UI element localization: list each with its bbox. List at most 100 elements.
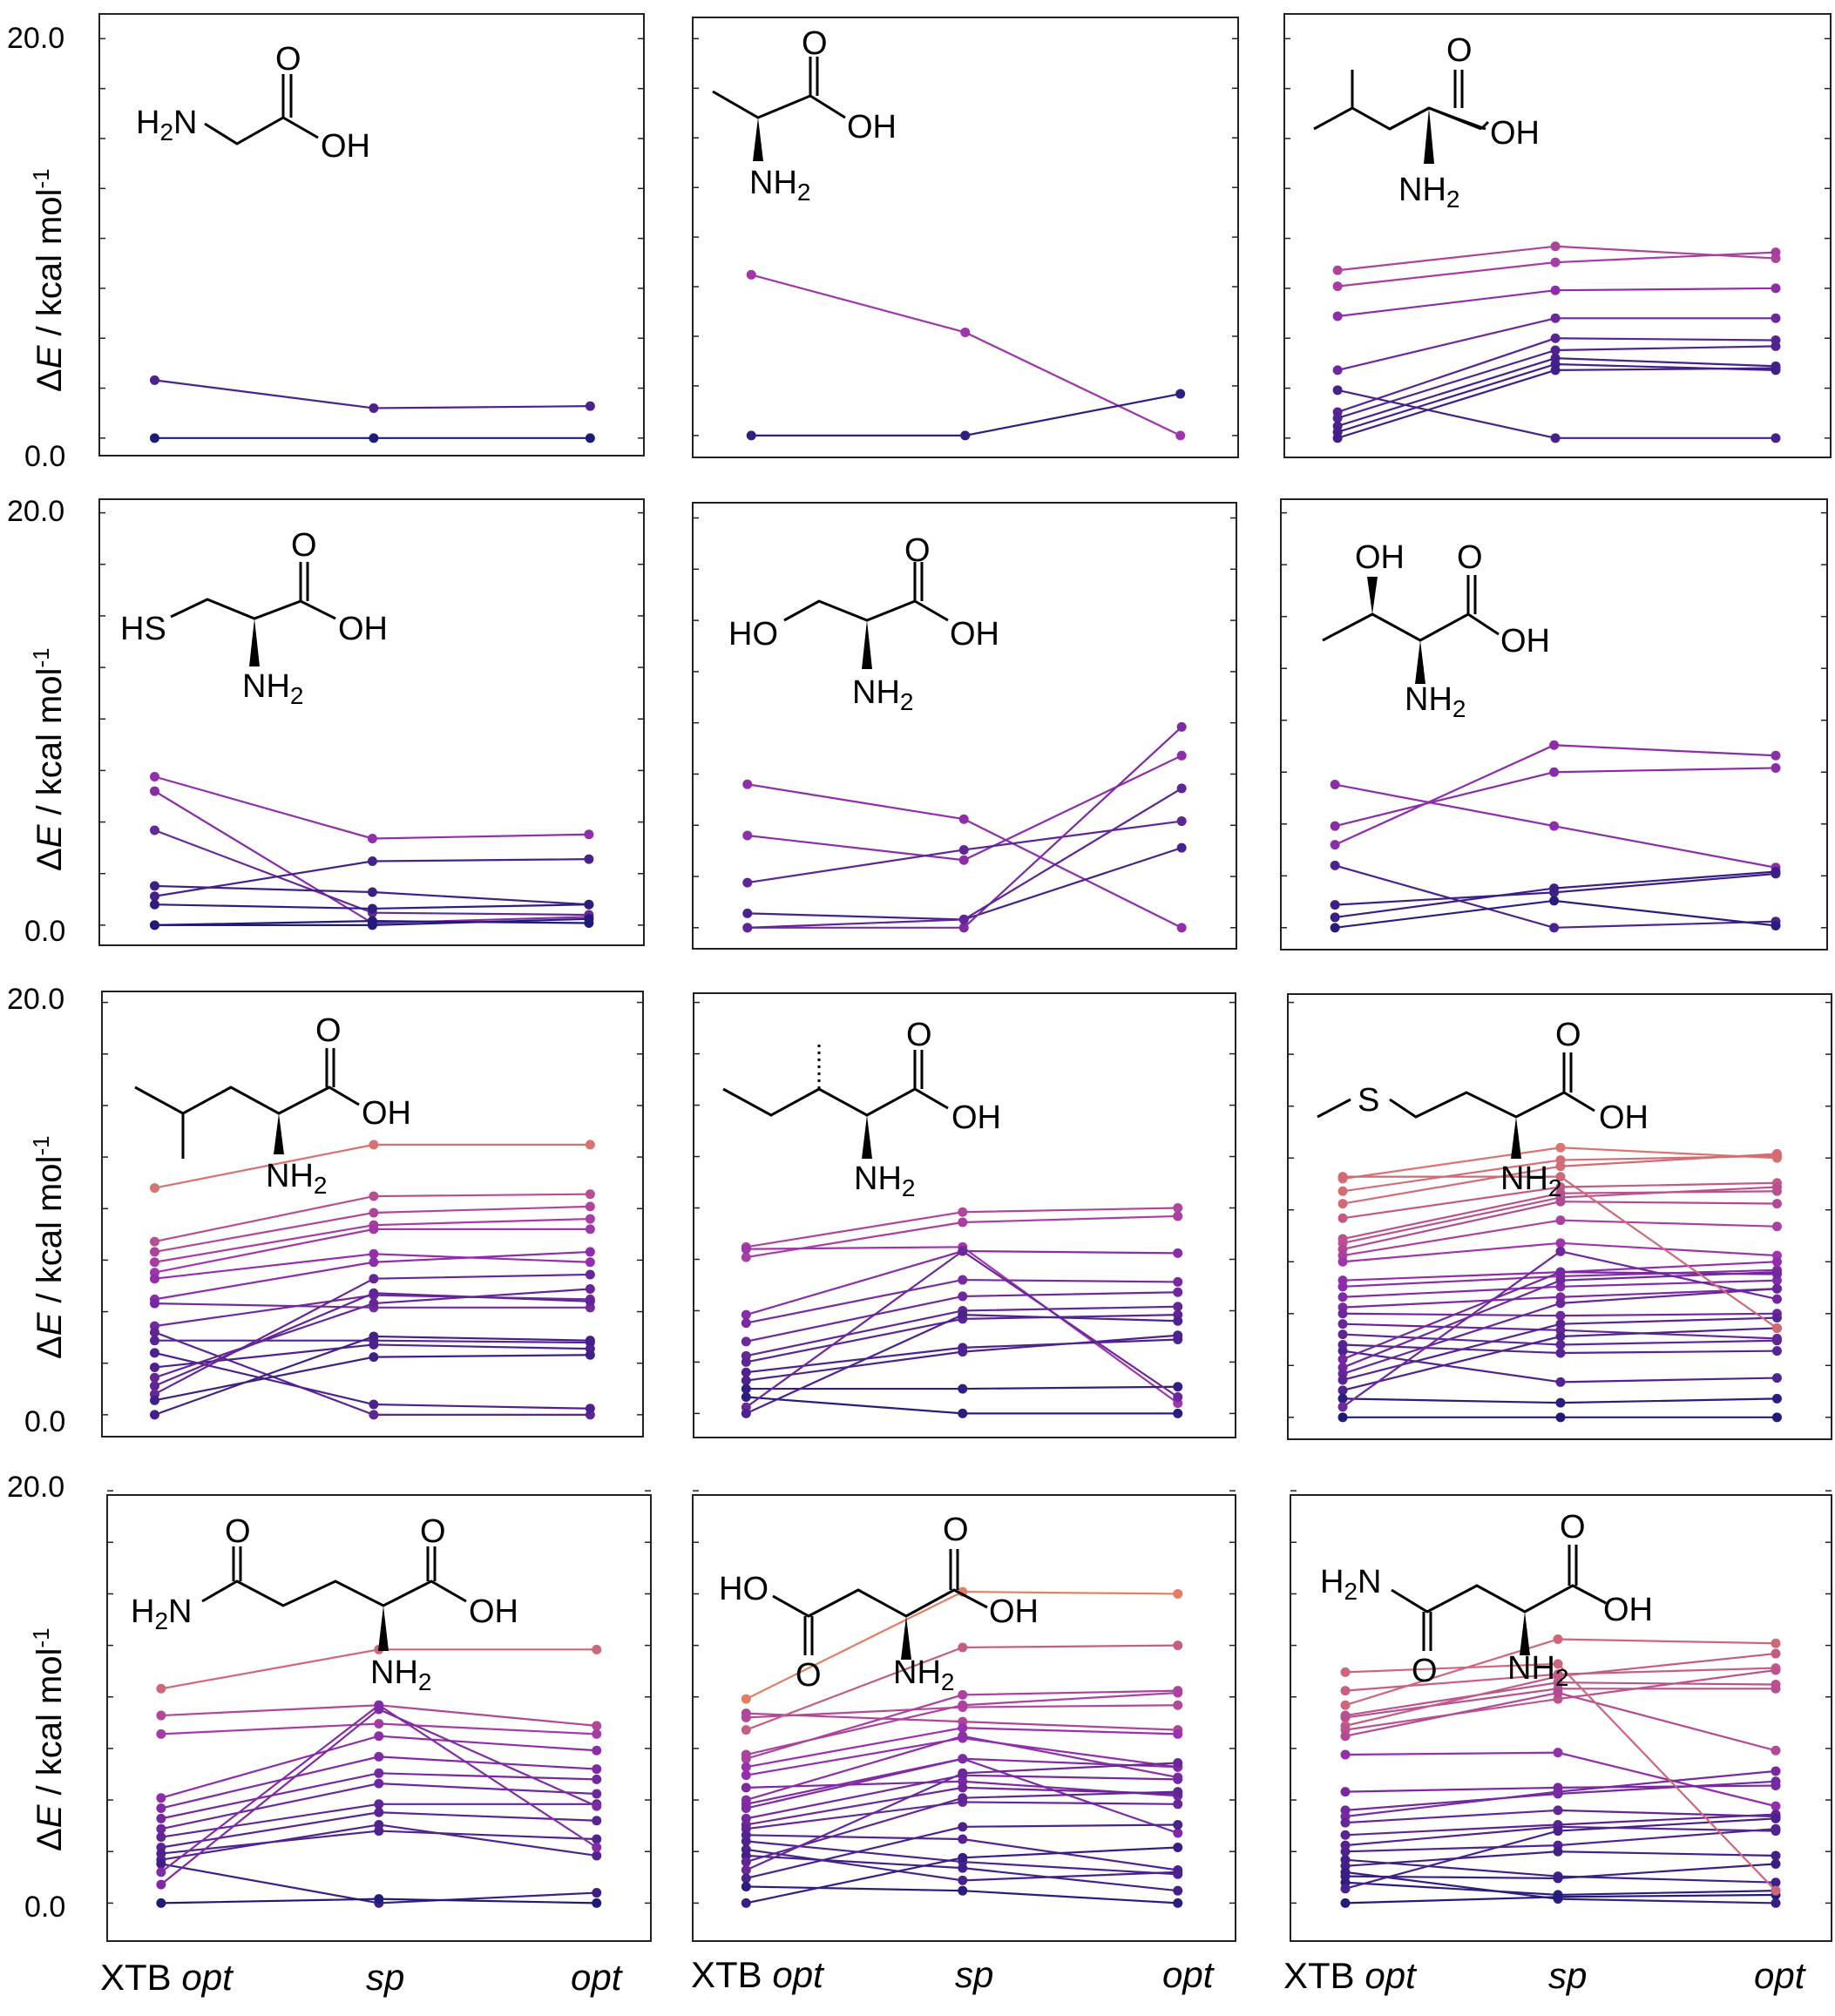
glutamine-data-point: [592, 1850, 602, 1861]
aspartic-acid-data-point: [958, 1852, 968, 1863]
asparagine-data-point: [1553, 1634, 1563, 1644]
glycine-data-point: [149, 375, 159, 385]
threonine-oh-top-label: OH: [1355, 539, 1405, 576]
aspartic-acid-data-point: [1173, 1799, 1183, 1810]
threonine-data-point: [1549, 896, 1560, 906]
leucine-data-point: [585, 1247, 595, 1257]
serine-data-point: [742, 877, 753, 888]
threonine-data-point: [1330, 900, 1340, 910]
alanine-data-point: [960, 327, 971, 337]
methionine-data-point: [1771, 1323, 1782, 1333]
y-axis-title-row3: ΔE / kcal mol-1: [28, 1135, 69, 1359]
leucine-data-point: [149, 1236, 159, 1247]
methionine-data-point: [1337, 1319, 1348, 1329]
glutamine-data-point: [156, 1858, 166, 1869]
alanine-data-point: [746, 430, 756, 441]
glutamine-oh-label: OH: [469, 1593, 518, 1630]
aspartic-acid-data-point: [741, 1754, 751, 1764]
leucine-data-point: [585, 1336, 595, 1346]
cysteine-data-point: [149, 825, 159, 835]
serine-data-point: [958, 855, 969, 865]
molecule-asparagine: H2N O NH2 OH O: [1320, 1509, 1653, 1691]
aspartic-acid-data-point: [958, 1689, 968, 1700]
leucine-data-point: [369, 1140, 379, 1150]
valine-data-point: [1771, 363, 1781, 374]
glutamine-data-point: [592, 1764, 602, 1775]
glutamine-data-point: [374, 1778, 384, 1789]
methionine-data-point: [1555, 1319, 1566, 1329]
molecule-valine: NH2 OH O: [1313, 32, 1540, 213]
cysteine-data-point: [584, 829, 594, 840]
glutamine-data-point: [156, 1793, 166, 1803]
methionine-data-point: [1771, 1346, 1782, 1356]
methionine-data-point: [1555, 1246, 1566, 1256]
panel-frame-glycine: [98, 13, 645, 457]
methionine-data-point: [1337, 1256, 1348, 1267]
glutamine-data-point: [374, 1719, 384, 1729]
methionine-data-point: [1337, 1393, 1348, 1404]
isoleucine-data-point: [1173, 1202, 1183, 1213]
aspartic-acid-data-point: [958, 1754, 968, 1764]
valine-data-point: [1332, 433, 1343, 443]
threonine-data-point: [1549, 740, 1560, 750]
asparagine-data-point: [1340, 1667, 1351, 1677]
isoleucine-data-point: [741, 1318, 751, 1329]
panel-frame-methionine: [1287, 993, 1832, 1440]
leucine-series-line: [154, 1143, 591, 1189]
valine-nh2-label: NH2: [1398, 172, 1459, 213]
asparagine-o-label: O: [1560, 1509, 1586, 1546]
asparagine-data-point: [1553, 1671, 1563, 1681]
asparagine-data-point: [1340, 1846, 1351, 1857]
methionine-nh2-label: NH2: [1500, 1160, 1561, 1201]
glycine-o-label: O: [275, 41, 301, 78]
asparagine-data-point: [1771, 1776, 1781, 1787]
methionine-data-point: [1771, 1256, 1782, 1267]
asparagine-data-point: [1340, 1700, 1351, 1710]
aspartic-acid-data-point: [741, 1857, 751, 1867]
leucine-data-point: [369, 1208, 379, 1218]
isoleucine-data-point: [1173, 1408, 1183, 1418]
valine-data-point: [1332, 281, 1343, 292]
aspartic-acid-data-point: [1173, 1867, 1183, 1877]
leucine-data-point: [369, 1274, 379, 1284]
isoleucine-data-point: [1173, 1302, 1183, 1312]
asparagine-data-point: [1771, 1801, 1781, 1811]
leucine-data-point: [369, 1288, 379, 1298]
cysteine-hs-label: HS: [120, 611, 166, 647]
leucine-data-point: [149, 1410, 159, 1420]
leucine-series-line: [154, 1354, 591, 1402]
asparagine-data-point: [1340, 1731, 1351, 1742]
methionine-data-point: [1337, 1292, 1348, 1302]
methionine-data-point: [1555, 1161, 1566, 1172]
asparagine-data-point: [1340, 1817, 1351, 1828]
glutamine-data-point: [374, 1894, 384, 1904]
asparagine-data-point: [1771, 1885, 1781, 1896]
isoleucine-series-line: [746, 1246, 1179, 1404]
serine-data-point: [1176, 842, 1187, 853]
serine-data-point: [742, 830, 753, 841]
serine-data-point: [742, 923, 753, 933]
valine-data-point: [1550, 241, 1561, 252]
valine-data-point: [1550, 433, 1561, 443]
molecule-leucine: NH2 OH O: [134, 1012, 411, 1199]
aspartic-acid-data-point: [958, 1783, 968, 1793]
leucine-data-point: [149, 1362, 159, 1372]
leucine-data-point: [585, 1296, 595, 1307]
asparagine-oh-label: OH: [1603, 1592, 1653, 1628]
threonine-o-label: O: [1457, 539, 1483, 576]
aspartic-acid-data-point: [958, 1722, 968, 1733]
leucine-data-point: [585, 1201, 595, 1212]
asparagine-data-point: [1553, 1891, 1563, 1902]
methionine-data-point: [1337, 1282, 1348, 1292]
glutamine-data-point: [592, 1888, 602, 1898]
isoleucine-data-point: [741, 1244, 751, 1255]
glutamine-data-point: [156, 1683, 166, 1694]
glutamine-data-point: [374, 1704, 384, 1715]
y-tick-bottom-row1: 0.0: [24, 440, 65, 473]
asparagine-series-line: [1344, 1751, 1777, 1808]
glutamine-data-point: [156, 1898, 166, 1908]
methionine-oh-label: OH: [1599, 1099, 1649, 1136]
panel-frame-cysteine: [98, 498, 645, 946]
asparagine-nh2-label: NH2: [1507, 1650, 1568, 1691]
asparagine-data-point: [1771, 1665, 1781, 1675]
